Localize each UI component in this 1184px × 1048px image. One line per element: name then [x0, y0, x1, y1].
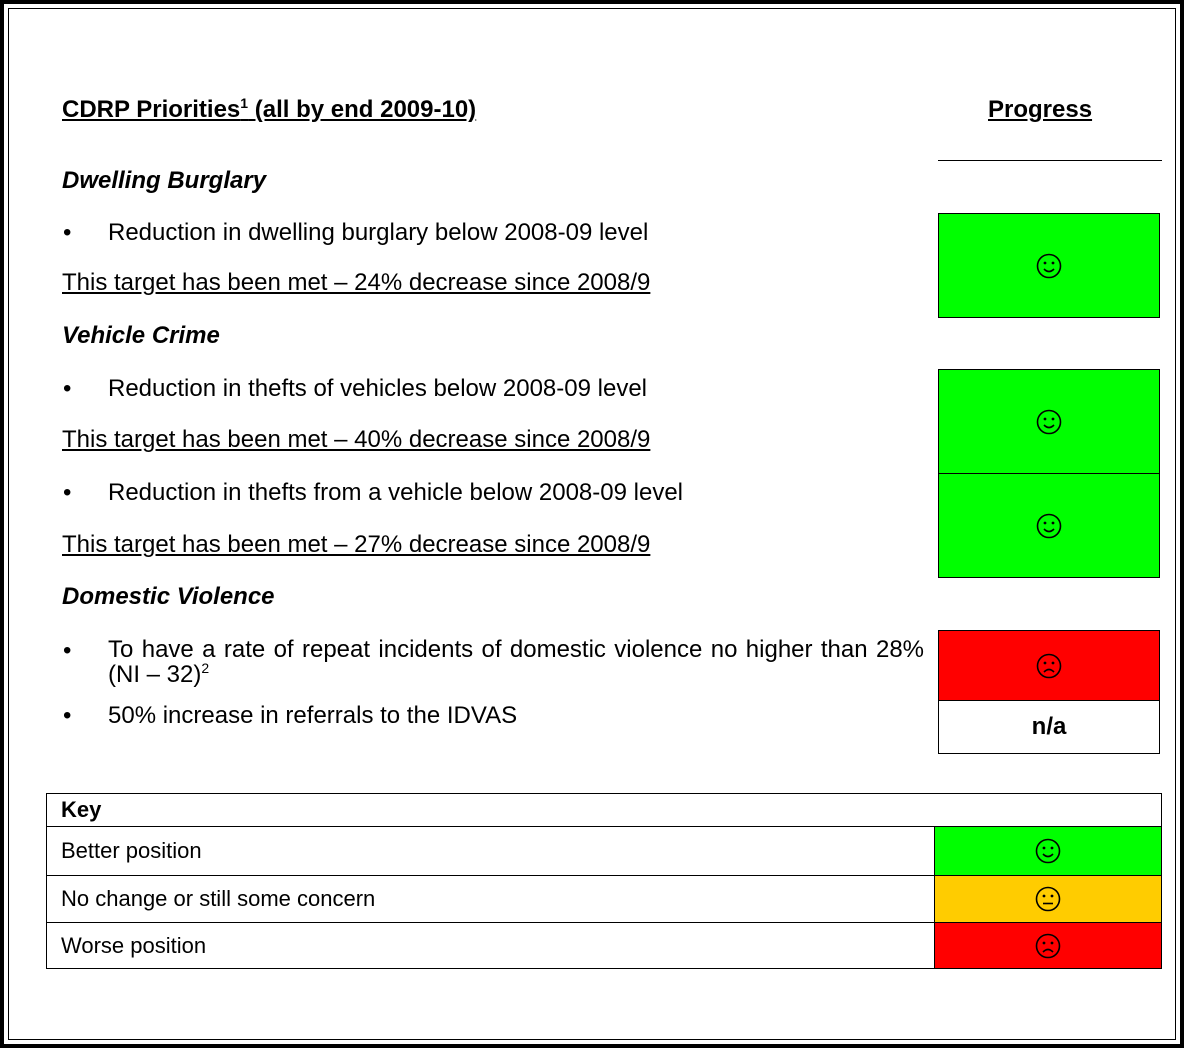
result-text: This target has been met – 24% decrease …: [62, 269, 651, 296]
face-mouth: [1043, 423, 1055, 428]
face-eye: [1051, 521, 1055, 524]
key-label: Better position: [61, 838, 202, 863]
status-label: n/a: [1031, 713, 1067, 740]
bullet-text-main: To have a rate of repeat incidents of do…: [108, 636, 924, 688]
section-heading: Dwelling Burglary: [62, 167, 267, 194]
bullet-text: Reduction in thefts of vehicles below 20…: [108, 375, 647, 402]
face-outline: [1035, 838, 1061, 864]
bullet-text: Reduction in dwelling burglary below 200…: [108, 219, 649, 246]
face-eye: [1043, 261, 1047, 264]
face: [1036, 409, 1062, 434]
face-mouth: [1043, 668, 1055, 673]
status-icon: [1034, 885, 1062, 913]
status-box: n/a: [938, 700, 1160, 754]
section-heading: Vehicle Crime: [62, 322, 220, 349]
status-box: [938, 213, 1160, 318]
key-label: Worse position: [61, 932, 207, 958]
face-mouth: [1042, 948, 1054, 953]
face-eye: [1043, 661, 1047, 664]
section-heading: Domestic Violence: [62, 583, 275, 610]
key-swatch: [934, 827, 1161, 875]
face-mouth: [1043, 527, 1055, 532]
face: [1035, 886, 1061, 912]
bullet: •: [63, 702, 72, 729]
key-label: No change or still some concern: [61, 886, 376, 911]
status-box: [938, 473, 1160, 578]
heading-text: (all by end 2009-10): [248, 96, 477, 123]
face-eye: [1051, 261, 1055, 264]
face-outline: [1036, 653, 1062, 678]
face-outline: [1036, 253, 1062, 278]
face-eye: [1050, 846, 1054, 850]
frame-inner: [8, 8, 1176, 1040]
key-title: Key: [61, 797, 102, 822]
face-mouth: [1043, 267, 1055, 272]
bullet-text: To have a rate of repeat incidents of do…: [108, 637, 924, 687]
status-icon: [1034, 932, 1062, 960]
status-icon: [1035, 512, 1063, 540]
face-eye: [1042, 846, 1046, 850]
heading-text: CDRP Priorities: [62, 96, 241, 123]
heading: CDRP Priorities1 (all by end 2009-10): [62, 96, 476, 124]
face-eye: [1042, 941, 1046, 944]
bullet-text: 50% increase in referrals to the IDVAS: [108, 702, 518, 729]
face-eye: [1050, 941, 1054, 944]
result-text: This target has been met – 40% decrease …: [62, 426, 651, 453]
face-outline: [1035, 933, 1061, 958]
status-box: [938, 369, 1160, 474]
face: [1035, 838, 1061, 864]
face: [1036, 513, 1062, 538]
face: [1036, 653, 1062, 678]
status-icon: [1035, 252, 1063, 280]
key-swatch: [934, 876, 1161, 922]
progress-heading: Progress: [988, 96, 1093, 123]
status-icon: [1035, 652, 1063, 680]
key-header: Key: [46, 793, 1162, 827]
face-eye: [1051, 661, 1055, 664]
face-eye: [1043, 417, 1047, 420]
face-outline: [1036, 513, 1062, 538]
rule: [938, 160, 1162, 161]
face: [1036, 253, 1062, 278]
face-eye: [1051, 417, 1055, 420]
face: [1035, 933, 1061, 958]
face-mouth: [1042, 853, 1054, 858]
face-eye: [1042, 894, 1046, 898]
key-row: No change or still some concern: [46, 875, 1162, 923]
bullet-text: Reduction in thefts from a vehicle below…: [108, 479, 683, 506]
footnote-ref: 1: [240, 95, 249, 111]
key-swatch: [934, 923, 1161, 968]
face-outline: [1036, 409, 1062, 434]
key-row: Worse position: [46, 922, 1162, 969]
status-box: [938, 630, 1160, 701]
bullet: •: [63, 219, 72, 246]
footnote-ref: 2: [201, 660, 210, 676]
bullet: •: [63, 375, 72, 402]
bullet: •: [63, 479, 72, 506]
bullet: •: [63, 637, 72, 664]
face-eye: [1050, 894, 1054, 898]
key-row: Better position: [46, 826, 1162, 876]
face-eye: [1043, 521, 1047, 524]
result-text: This target has been met – 27% decrease …: [62, 531, 651, 558]
status-icon: [1035, 408, 1063, 436]
face-outline: [1035, 886, 1061, 912]
status-icon: [1034, 837, 1062, 865]
